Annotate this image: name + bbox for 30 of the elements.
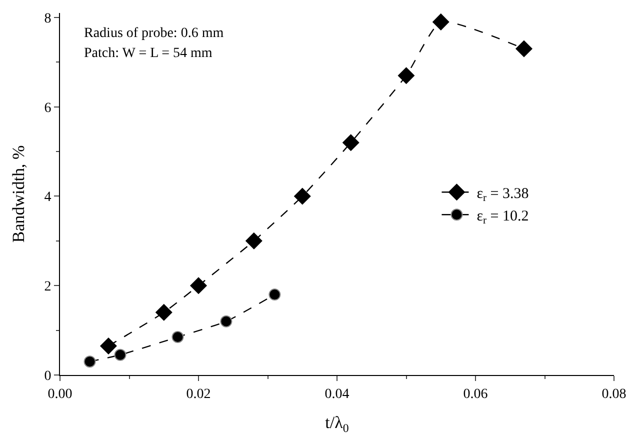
point xyxy=(114,348,126,361)
point xyxy=(342,134,360,151)
x-axis-title: t/λ$_{0}$ xyxy=(325,413,349,435)
x-tick-label: 0.04 xyxy=(324,386,350,402)
y-tick-label: 8 xyxy=(44,11,52,26)
point xyxy=(156,304,172,321)
point xyxy=(398,67,415,84)
y-tick-label: 6 xyxy=(44,100,52,116)
point xyxy=(432,14,450,30)
point xyxy=(100,338,117,354)
point xyxy=(246,232,262,250)
point xyxy=(84,356,96,368)
x-tick-label: 0.00 xyxy=(48,386,72,402)
legend-label: ε$_{r}$ = 10.2 xyxy=(476,208,529,227)
legend-label: ε$_{r}$ = 3.38 xyxy=(476,186,529,204)
x-tick-label: 0.02 xyxy=(186,386,211,402)
y-tick-label: 0 xyxy=(44,368,52,384)
point xyxy=(294,188,311,205)
y-tick-label: 2 xyxy=(44,280,52,295)
annotation: Radius of probe: 0.6 mm xyxy=(84,26,224,41)
x-tick-label: 0.06 xyxy=(463,386,488,402)
point xyxy=(268,288,281,301)
point xyxy=(220,315,232,328)
point xyxy=(516,40,532,58)
y-axis-title: Bandwidth, % xyxy=(8,145,28,243)
y-tick-label: 4 xyxy=(44,190,52,206)
point xyxy=(190,277,207,294)
annotation: Patch: W = L = 54 mm xyxy=(84,46,212,61)
x-tick-label: 0.08 xyxy=(602,386,626,402)
point xyxy=(172,331,184,344)
